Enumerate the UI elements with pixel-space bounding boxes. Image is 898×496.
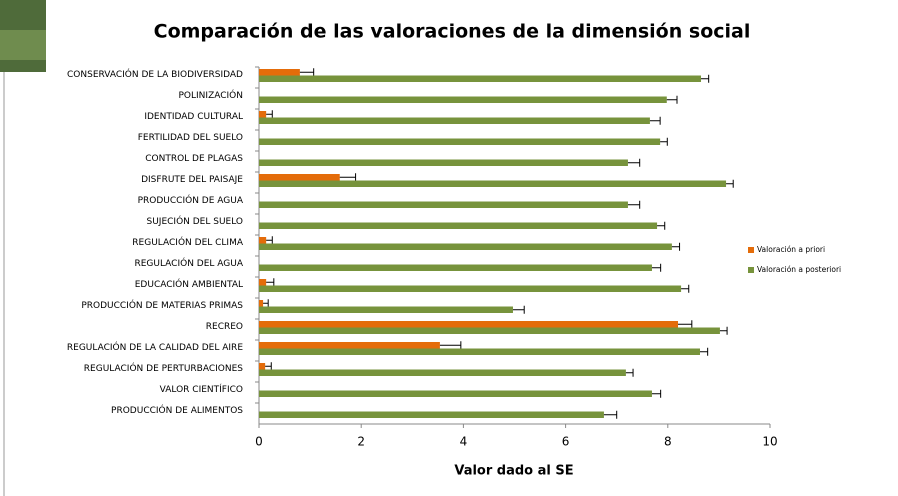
bar — [259, 285, 682, 292]
bar — [259, 180, 727, 187]
error-bar — [701, 74, 710, 83]
bar — [259, 222, 658, 229]
error-bar — [263, 299, 269, 308]
error-bar — [339, 173, 357, 182]
y-tick-label: FERTILIDAD DEL SUELO — [138, 133, 243, 143]
legend-swatch — [748, 267, 754, 273]
y-tick-label: POLINIZACIÓN — [179, 89, 244, 101]
bar — [259, 75, 702, 82]
bar — [259, 111, 267, 118]
error-bar — [660, 137, 668, 146]
error-bar — [678, 320, 693, 329]
error-bar — [627, 200, 641, 209]
x-tick-label: 8 — [664, 435, 672, 449]
bar — [259, 300, 264, 307]
legend-swatch — [748, 247, 754, 253]
error-bar — [649, 116, 661, 125]
chart-title: Comparación de las valoraciones de la di… — [154, 21, 751, 43]
bar — [259, 69, 300, 76]
bar — [259, 321, 679, 328]
y-tick-label: PRODUCCIÓN DE ALIMENTOS — [111, 404, 243, 416]
error-bar — [699, 347, 709, 356]
bar — [259, 138, 661, 145]
legend-label: Valoración a posteriori — [757, 265, 841, 274]
bar — [259, 411, 604, 418]
error-bar — [627, 158, 641, 167]
bar — [259, 117, 650, 124]
bar — [259, 264, 652, 271]
y-tick-label: IDENTIDAD CULTURAL — [144, 112, 243, 122]
error-bar — [266, 236, 273, 245]
y-tick-label: EDUCACIÓN AMBIENTAL — [135, 278, 243, 290]
bar — [259, 279, 267, 286]
bar — [259, 96, 667, 103]
y-tick-label: CONTROL DE PLAGAS — [145, 154, 243, 164]
error-bar — [266, 110, 273, 119]
y-tick-label: RECREO — [206, 322, 243, 332]
bar — [259, 159, 628, 166]
y-tick-label: REGULACIÓN DEL AGUA — [134, 257, 243, 269]
error-bar — [666, 95, 678, 104]
bar — [259, 243, 672, 250]
bar — [259, 237, 267, 244]
x-axis-label: Valor dado al SE — [454, 464, 573, 479]
y-tick-label: PRODUCCIÓN DE MATERIAS PRIMAS — [81, 299, 243, 311]
photo-fragment — [0, 30, 46, 60]
y-tick-label: REGULACIÓN DE PERTURBACIONES — [84, 362, 243, 374]
bar — [259, 363, 266, 370]
error-bar — [603, 410, 618, 419]
bar — [259, 201, 628, 208]
error-bar — [512, 305, 525, 314]
y-tick-label: REGULACIÓN DEL CLIMA — [132, 236, 244, 248]
x-tick-label: 6 — [562, 435, 570, 449]
x-tick-label: 2 — [357, 435, 365, 449]
error-bar — [671, 242, 681, 251]
error-bar — [299, 68, 315, 77]
y-tick-label: CONSERVACIÓN DE LA BIODIVERSIDAD — [67, 68, 243, 80]
error-bar — [651, 389, 662, 398]
error-bar — [657, 221, 666, 230]
error-bar — [726, 179, 734, 188]
error-bar — [266, 278, 275, 287]
error-bar — [265, 362, 272, 371]
bar — [259, 342, 440, 349]
error-bar — [439, 341, 462, 350]
y-tick-label: VALOR CIENTÍFICO — [160, 383, 243, 395]
y-tick-label: REGULACIÓN DE LA CALIDAD DEL AIRE — [67, 341, 243, 353]
x-tick-label: 10 — [762, 435, 777, 449]
bar — [259, 327, 720, 334]
x-tick-label: 4 — [460, 435, 468, 449]
error-bar — [625, 368, 634, 377]
error-bar — [719, 326, 728, 335]
y-tick-label: SUJECIÓN DEL SUELO — [146, 215, 243, 227]
bar — [259, 348, 700, 355]
bar — [259, 369, 626, 376]
y-tick-label: DISFRUTE DEL PAISAJE — [141, 175, 243, 185]
x-tick-label: 0 — [255, 435, 263, 449]
legend-label: Valoración a priori — [757, 245, 825, 254]
bar — [259, 306, 513, 313]
bar — [259, 390, 652, 397]
error-bar — [651, 263, 662, 272]
y-tick-label: PRODUCCIÓN DE AGUA — [138, 194, 244, 206]
bar — [259, 174, 340, 181]
error-bar — [681, 284, 690, 293]
